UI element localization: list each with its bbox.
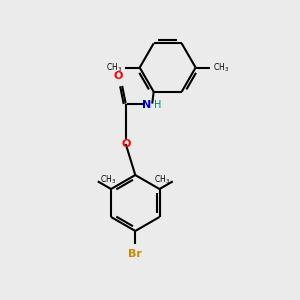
Text: Br: Br: [128, 249, 142, 259]
Text: CH$_3$: CH$_3$: [154, 174, 170, 186]
Text: N: N: [142, 100, 152, 110]
Text: CH$_3$: CH$_3$: [213, 61, 229, 74]
Text: H: H: [154, 100, 162, 110]
Text: CH$_3$: CH$_3$: [106, 61, 123, 74]
Text: O: O: [114, 71, 123, 82]
Text: O: O: [122, 139, 131, 149]
Text: CH$_3$: CH$_3$: [100, 174, 116, 186]
